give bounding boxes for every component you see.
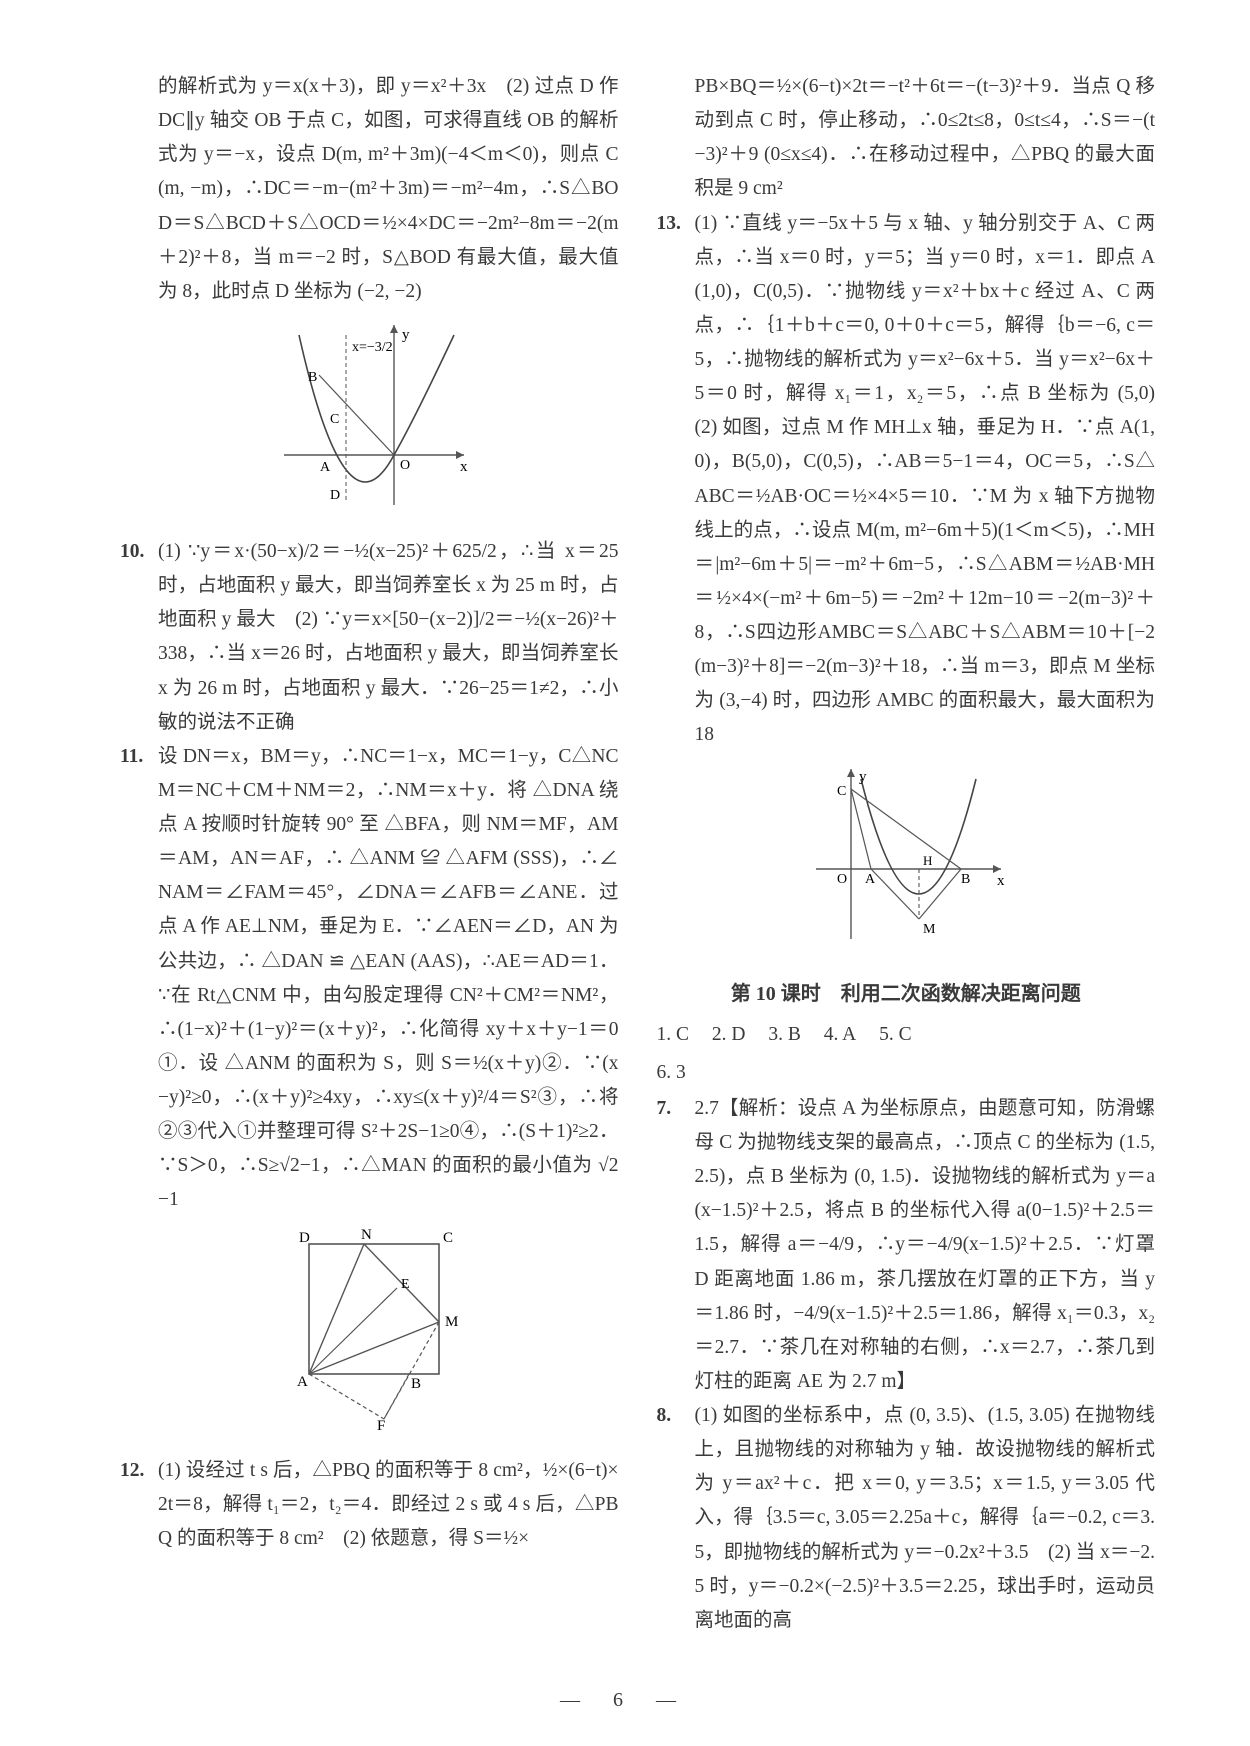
solution-continuation-12: PB×BQ＝½×(6−t)×2t＝−t²＋6t＝−(t−3)²＋9．当点 Q 移… xyxy=(657,70,1156,207)
svg-text:B: B xyxy=(411,1376,421,1392)
problem-13: 13. (1) ∵直线 y＝−5x＋5 与 x 轴、y 轴分别交于 A、C 两点… xyxy=(657,207,1156,753)
problem-12: 12. (1) 设经过 t s 后，△PBQ 的面积等于 8 cm²，½×(6−… xyxy=(120,1454,619,1556)
svg-text:y: y xyxy=(402,327,410,343)
problem-11-body: 设 DN＝x，BM＝y，∴NC＝1−x，MC＝1−y，C△NCM＝NC＋CM＋N… xyxy=(158,740,619,1218)
svg-text:M: M xyxy=(445,1314,458,1330)
lesson-10-title: 第 10 课时 利用二次函数解决距离问题 xyxy=(657,969,1156,1016)
svg-text:C: C xyxy=(443,1230,453,1246)
problem-number-8: 8. xyxy=(657,1399,695,1638)
answer-5: 5. C xyxy=(879,1024,912,1045)
parabola-graph-icon: y x O A B C D x=−3/2 xyxy=(264,315,474,515)
parabola-abc-icon: y x O C A B H M xyxy=(801,759,1011,949)
problem-10: 10. (1) ∵y＝x·(50−x)/2＝−½(x−25)²＋625/2，∴当… xyxy=(120,535,619,740)
svg-text:O: O xyxy=(837,872,847,887)
problem-number-7: 7. xyxy=(657,1092,695,1399)
figure-9-parabola: y x O A B C D x=−3/2 xyxy=(120,309,619,535)
page-number: — 6 — xyxy=(0,1683,1250,1718)
svg-text:N: N xyxy=(361,1227,372,1243)
problem-12-body: (1) 设经过 t s 后，△PBQ 的面积等于 8 cm²，½×(6−t)×2… xyxy=(158,1454,619,1556)
svg-text:x: x xyxy=(997,873,1005,889)
svg-text:A: A xyxy=(865,872,876,887)
left-column: 的解析式为 y＝x(x＋3)，即 y＝x²＋3x (2) 过点 D 作 DC∥y… xyxy=(120,70,619,1660)
answer-1: 1. C xyxy=(657,1024,690,1045)
problem-13-body: (1) ∵直线 y＝−5x＋5 与 x 轴、y 轴分别交于 A、C 两点，∴当 … xyxy=(695,207,1156,753)
right-column: PB×BQ＝½×(6−t)×2t＝−t²＋6t＝−(t−3)²＋9．当点 Q 移… xyxy=(657,70,1156,1660)
svg-text:C: C xyxy=(837,784,846,799)
mc-answers-line-1: 1. C 2. D 3. B 4. A 5. C xyxy=(657,1016,1156,1054)
svg-text:E: E xyxy=(401,1277,410,1292)
svg-text:B: B xyxy=(961,872,970,887)
svg-text:M: M xyxy=(923,922,936,937)
svg-text:F: F xyxy=(377,1418,385,1434)
svg-text:H: H xyxy=(923,853,932,868)
problem-11: 11. 设 DN＝x，BM＝y，∴NC＝1−x，MC＝1−y，C△NCM＝NC＋… xyxy=(120,740,619,1218)
mc-answers-line-2: 6. 3 xyxy=(657,1054,1156,1092)
figure-11-square: D N C E M A B F xyxy=(120,1218,619,1454)
problem-number-13: 13. xyxy=(657,207,695,753)
svg-text:x: x xyxy=(460,459,468,475)
svg-text:A: A xyxy=(320,460,331,475)
answer-3: 3. B xyxy=(768,1024,801,1045)
document-page: 的解析式为 y＝x(x＋3)，即 y＝x²＋3x (2) 过点 D 作 DC∥y… xyxy=(0,0,1250,1746)
svg-text:A: A xyxy=(297,1374,308,1390)
figure-13-parabola: y x O C A B H M xyxy=(657,753,1156,969)
problem-7: 7. 2.7【解析：设点 A 为坐标原点，由题意可知，防滑螺母 C 为抛物线支架… xyxy=(657,1092,1156,1399)
answer-6: 6. 3 xyxy=(657,1062,686,1083)
answer-4: 4. A xyxy=(824,1024,857,1045)
problem-number-11: 11. xyxy=(120,740,158,1218)
problem-8-body: (1) 如图的坐标系中，点 (0, 3.5)、(1.5, 3.05) 在抛物线上… xyxy=(695,1399,1156,1638)
square-rotation-icon: D N C E M A B F xyxy=(269,1224,469,1434)
svg-text:D: D xyxy=(299,1230,310,1246)
solution-continuation-9: 的解析式为 y＝x(x＋3)，即 y＝x²＋3x (2) 过点 D 作 DC∥y… xyxy=(120,70,619,309)
svg-text:D: D xyxy=(330,488,340,503)
svg-text:O: O xyxy=(400,458,410,473)
two-column-layout: 的解析式为 y＝x(x＋3)，即 y＝x²＋3x (2) 过点 D 作 DC∥y… xyxy=(120,70,1155,1660)
problem-10-body: (1) ∵y＝x·(50−x)/2＝−½(x−25)²＋625/2，∴当 x＝2… xyxy=(158,535,619,740)
problem-number-10: 10. xyxy=(120,535,158,740)
svg-text:B: B xyxy=(308,370,317,385)
problem-number-12: 12. xyxy=(120,1454,158,1556)
svg-text:y: y xyxy=(859,769,867,785)
svg-text:x=−3/2: x=−3/2 xyxy=(352,340,393,355)
svg-text:C: C xyxy=(330,412,339,427)
problem-7-body: 2.7【解析：设点 A 为坐标原点，由题意可知，防滑螺母 C 为抛物线支架的最高… xyxy=(695,1092,1156,1399)
answer-2: 2. D xyxy=(712,1024,746,1045)
problem-8: 8. (1) 如图的坐标系中，点 (0, 3.5)、(1.5, 3.05) 在抛… xyxy=(657,1399,1156,1638)
